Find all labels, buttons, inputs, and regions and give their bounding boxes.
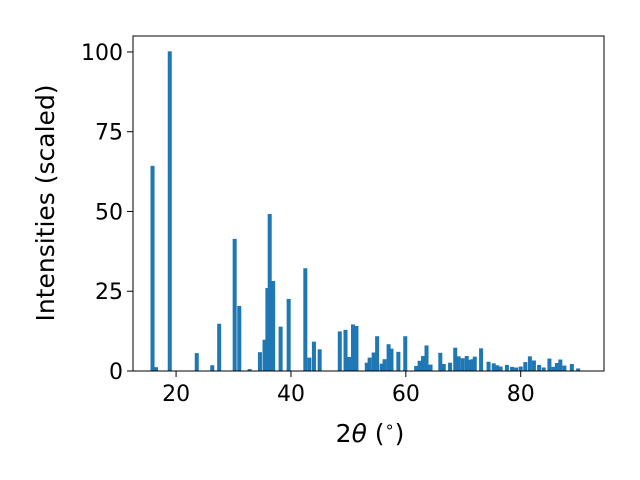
bar-37 [421,356,426,371]
bar-68 [562,365,567,371]
bar-29 [379,363,384,371]
x-tick-label-1: 40 [277,382,305,407]
bar-63 [541,367,546,371]
bar-49 [472,356,477,371]
bar-31 [386,344,391,371]
y-axis-label: Intensities (scaled) [31,84,60,321]
bar-36 [417,360,422,371]
bar-7 [237,305,242,371]
bar-60 [527,356,532,371]
bar-70 [576,368,581,371]
bar-64 [547,358,552,371]
bar-44 [456,356,461,371]
bar-46 [464,356,469,371]
x-axis-label-degree: ∘ [385,417,395,436]
bar-13 [271,281,276,371]
bar-50 [479,348,484,371]
bar-3 [194,353,199,371]
bar-19 [317,349,322,371]
y-tick-label-0: 0 [109,360,123,385]
bar-10 [262,339,267,371]
plot-frame [132,35,605,372]
bar-35 [414,365,419,371]
bar-28 [375,336,380,371]
bar-67 [558,359,563,371]
x-axis: 20 40 60 80 [162,371,535,407]
bar-48 [470,359,475,371]
bar-58 [518,366,523,371]
bar-45 [460,358,465,371]
bar-40 [438,352,443,371]
bar-16 [303,268,308,371]
y-tick-label-4: 100 [81,41,123,66]
bar-17 [307,357,312,371]
x-axis-label-paren-open: ( [367,419,385,448]
bar-series [150,51,581,372]
y-tick-label-3: 75 [95,121,123,146]
bar-22 [346,356,351,371]
bar-24 [354,326,359,371]
bar-51 [486,361,491,371]
bar-15 [286,298,291,371]
bar-62 [537,364,542,371]
bar-30 [382,359,387,371]
bar-57 [514,367,519,371]
bar-23 [350,324,355,371]
y-tick-label-1: 25 [95,280,123,305]
x-axis-label-paren-close: ) [395,419,405,448]
bar-47 [467,359,472,371]
x-tick-label-2: 60 [392,382,420,407]
bar-54 [498,366,503,371]
bar-39 [428,364,433,371]
bar-33 [396,351,401,371]
bar-1 [153,367,158,371]
x-axis-label-theta: θ [352,419,367,448]
bar-69 [569,363,574,371]
bar-12 [267,214,272,371]
bar-0 [150,165,155,371]
bar-2 [167,51,172,372]
bar-41 [441,363,446,371]
bar-11 [265,288,270,371]
bar-8 [247,369,252,371]
bar-6 [232,238,237,371]
bar-38 [424,345,429,371]
bar-27 [371,352,376,371]
bar-59 [523,362,528,371]
x-axis-label-prefix: 2 [336,419,352,448]
bar-66 [554,363,559,371]
y-axis: 0 25 50 75 100 [81,41,133,385]
x-tick-label-3: 80 [507,382,535,407]
bar-21 [343,329,348,371]
bar-4 [210,365,215,371]
bar-9 [257,352,262,371]
bar-61 [531,360,536,371]
bar-26 [367,357,372,371]
bar-65 [551,366,556,371]
bar-43 [453,347,458,371]
bar-18 [311,341,316,371]
bar-14 [278,326,283,371]
y-tick-label-2: 50 [95,200,123,225]
bar-32 [389,348,394,371]
bar-20 [337,331,342,371]
bar-34 [403,336,408,371]
bar-5 [217,323,222,371]
bar-53 [495,365,500,371]
x-tick-label-0: 20 [162,382,190,407]
bar-25 [364,362,369,371]
x-axis-label: 2θ (∘) [336,417,405,448]
bar-55 [504,364,509,371]
bar-52 [491,363,496,371]
bar-56 [510,366,515,371]
bar-42 [448,362,453,371]
